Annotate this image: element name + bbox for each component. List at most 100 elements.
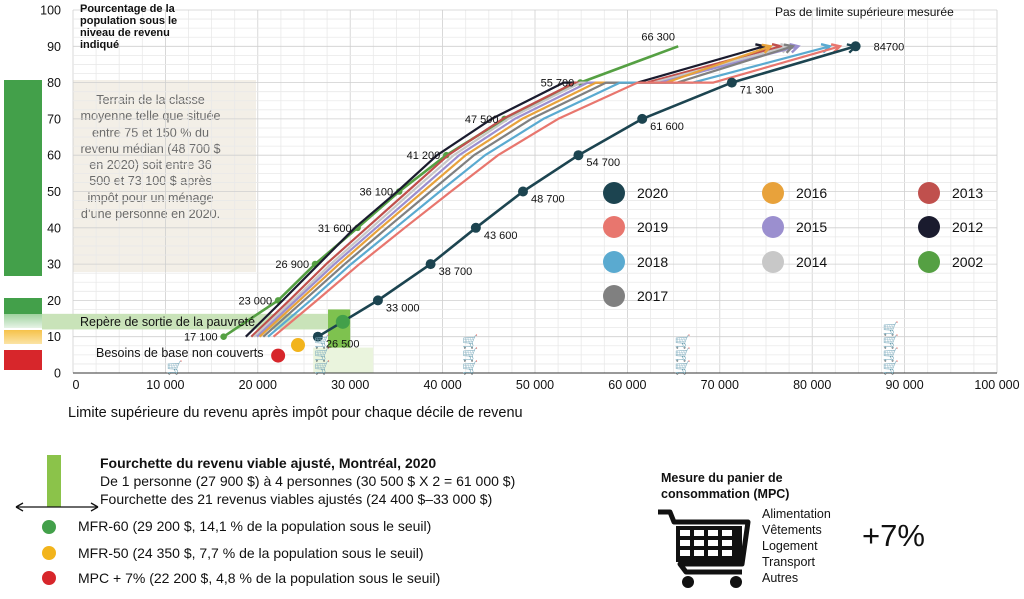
legend-label-2014: 2014 [796, 254, 828, 270]
y-tick-label: 80 [47, 76, 61, 90]
mpc-percent: +7% [862, 518, 925, 553]
legend-dot-2014 [762, 251, 784, 273]
markers: 🛒 🛒🛒🛒🛒🛒🛒🛒🛒🛒🛒🛒🛒🛒 [167, 314, 899, 375]
x-tick-label: 30 000 [331, 378, 369, 392]
y-tick-label: 50 [47, 185, 61, 199]
legend-dot-2002 [918, 251, 940, 273]
cart-marker-icon: 🛒 [462, 347, 478, 362]
y-tick-label: 30 [47, 258, 61, 272]
data-label-2020: 48 700 [531, 194, 565, 206]
poverty-exit-label: Repère de sortie de la pauvreté [80, 315, 255, 329]
threshold-dot [290, 338, 305, 353]
y-tick-label: 60 [47, 149, 61, 163]
data-label-2002: 36 100 [360, 187, 394, 199]
legend-label-2016: 2016 [796, 185, 828, 201]
legend-label-2018: 2018 [637, 254, 669, 270]
point-2020 [425, 259, 436, 270]
legend-dot-2018 [603, 251, 625, 273]
legend-dot-2012 [918, 216, 940, 238]
data-label-2002: 47 500 [465, 114, 499, 126]
data-label-2002: 31 600 [318, 223, 352, 235]
mpc-item-3: Transport [762, 555, 816, 569]
basic-needs-label: Besoins de base non couverts [96, 346, 263, 360]
legend-dot-2020 [603, 182, 625, 204]
mpc-item-4: Autres [762, 571, 799, 585]
point-2020 [312, 331, 323, 342]
mpc-item-1: Vêtements [762, 523, 822, 537]
series-arrow-2015 [789, 42, 801, 54]
poverty-exit-band [4, 314, 42, 328]
cart-marker-icon: 🛒 [314, 360, 330, 375]
series-arrow-2016 [761, 43, 773, 54]
point-2020 [573, 150, 584, 161]
green-band-low [4, 298, 42, 314]
mpc-item-0: Alimentation [762, 507, 831, 521]
x-tick-label: 60 000 [608, 378, 646, 392]
middle-class-note-box [73, 80, 256, 272]
cart-marker-icon: 🛒 [675, 334, 691, 349]
data-label-2020: 84700 [874, 41, 905, 53]
cart-marker-icon: 🛒 [462, 360, 478, 375]
y-tick-label: 10 [47, 330, 61, 344]
mpc-dot [42, 571, 56, 585]
legend-label-2017: 2017 [637, 288, 669, 304]
y-tick-label: 20 [47, 294, 61, 308]
mfr60-dot [42, 520, 56, 534]
y-tick-label: 90 [47, 40, 61, 54]
mfr60-label: MFR-60 (29 200 $, 14,1 % de la populatio… [78, 518, 432, 534]
x-tick-label: 20 000 [239, 378, 277, 392]
point-2020 [470, 222, 481, 233]
x-tick-label: 80 000 [793, 378, 831, 392]
y-tick-label: 0 [54, 367, 61, 381]
y-tick-label: 40 [47, 221, 61, 235]
point-2020 [726, 77, 737, 88]
y-tick-label: 70 [47, 112, 61, 126]
y-axis-label: Pourcentage de la population sous le niv… [80, 3, 178, 51]
yellow-band [4, 330, 42, 344]
viable-income-line1: De 1 personne (27 900 $) à 4 personnes (… [100, 473, 516, 489]
point-2020 [372, 295, 383, 306]
x-tick-label: 100 000 [974, 378, 1019, 392]
legend-dot-2016 [762, 182, 784, 204]
legend-label-2020: 2020 [637, 185, 669, 201]
mpc-title: Mesure du panier de consommation (MPC) [661, 471, 790, 501]
viable-range-icon [47, 455, 61, 507]
red-band [4, 350, 42, 370]
point-2002 [220, 333, 227, 341]
data-label-2020: 43 600 [484, 230, 518, 242]
cart-marker-icon: 🛒 [675, 347, 691, 362]
data-label-2002: 17 100 [184, 332, 218, 344]
cart-marker-icon: 🛒 [314, 334, 330, 349]
cart-marker-icon: 🛒 [167, 360, 183, 375]
legend-dot-2013 [918, 182, 940, 204]
x-tick-label: 90 000 [885, 378, 923, 392]
legend-dot-2015 [762, 216, 784, 238]
x-axis-label: Limite supérieure du revenu après impôt … [68, 405, 523, 421]
labels: 17 100 23 000 26 900 31 600 36 100 41 200 47 5… [80, 31, 904, 360]
series-arrow-2017 [783, 43, 796, 54]
threshold-dot [271, 348, 286, 363]
shopping-cart-icon [658, 509, 751, 588]
data-label-2020: 38 700 [439, 266, 473, 278]
double-arrow-icon [15, 502, 99, 512]
legend-label-2012: 2012 [952, 219, 984, 235]
data-label-2002: 66 300 [641, 31, 675, 43]
data-label-2020: 54 700 [586, 157, 620, 169]
legend-dot-2019 [603, 216, 625, 238]
step-label: Pas de limite supérieure mesurée [775, 5, 954, 19]
axes: 0 10 20 30 40 50 60 70 80 90 100 0 10 000 20 000 30 00… [40, 4, 1019, 393]
viable-income-title: Fourchette du revenu viable ajusté, Mont… [100, 455, 437, 471]
legend-label-2002: 2002 [952, 254, 984, 270]
data-label-2020: 26 500 [326, 339, 360, 351]
cart-marker-icon: 🛒 [883, 360, 899, 375]
viable-range-fade [313, 347, 374, 373]
x-tick-label: 40 000 [423, 378, 461, 392]
middle-class-note: Terrain de la classe moyenne telle que s… [80, 93, 221, 222]
cart-marker-icon: 🛒 [675, 360, 691, 375]
data-label-2002: 26 900 [275, 259, 309, 271]
threshold-dot [335, 314, 350, 329]
data-label-2002: 55 700 [541, 78, 575, 90]
series [220, 41, 861, 342]
y-tick-label: 100 [40, 4, 61, 18]
